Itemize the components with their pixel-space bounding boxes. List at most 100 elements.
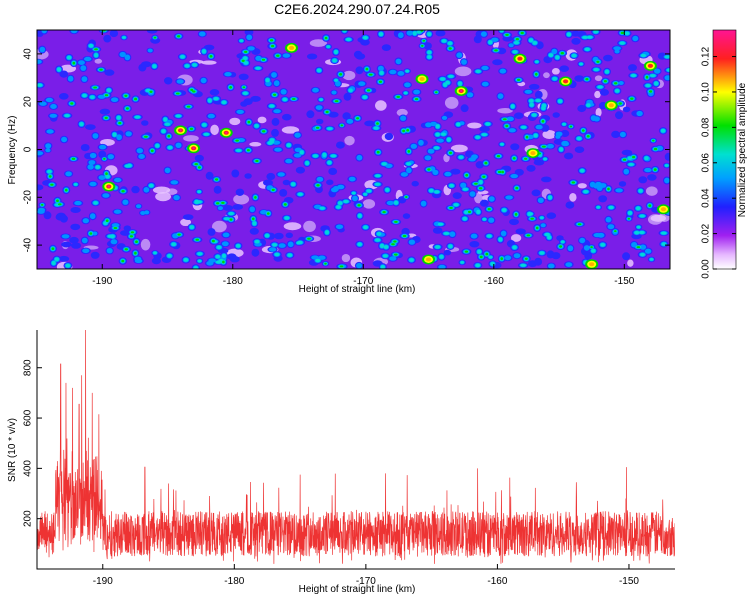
heatmap-speckle (496, 155, 501, 158)
heatmap-speckle (542, 145, 546, 148)
heatmap-low-patch (467, 122, 482, 129)
heatmap-speckle (331, 187, 338, 193)
heatmap-low-patch (396, 108, 408, 117)
heatmap-speckle (71, 157, 76, 160)
heatmap-speckle (534, 60, 539, 64)
heatmap-hotspot (585, 259, 599, 269)
heatmap-speckle (499, 30, 504, 33)
heatmap-speckle (661, 231, 667, 235)
heatmap-speckle (206, 261, 214, 266)
heatmap-speckle (239, 39, 244, 43)
heatmap-speckle (394, 220, 398, 223)
heatmap-x-tick-label: -170 (353, 276, 373, 287)
heatmap-speckle (114, 177, 122, 183)
heatmap-speckle (58, 255, 70, 262)
heatmap-speckle (376, 232, 382, 236)
heatmap-speckle (334, 49, 338, 55)
heatmap-speckle (508, 128, 516, 133)
heatmap-speckle (45, 143, 52, 149)
heatmap-speckle (134, 97, 138, 101)
heatmap-speckle (513, 41, 520, 45)
heatmap-y-tick-label: -20 (23, 190, 34, 205)
heatmap-speckle (520, 125, 527, 129)
heatmap-speckle (593, 30, 599, 34)
heatmap-speckle (254, 239, 260, 244)
heatmap-speckle (619, 131, 626, 138)
heatmap-speckle (394, 200, 399, 205)
heatmap-speckle (539, 251, 545, 255)
heatmap-speckle (535, 98, 541, 103)
heatmap-low-patch (94, 58, 103, 64)
heatmap-speckle (615, 188, 623, 193)
heatmap-speckle (203, 132, 210, 136)
heatmap-speckle (569, 125, 573, 128)
heatmap-speckle (99, 144, 107, 150)
heatmap-speckle (528, 38, 534, 43)
heatmap-speckle (482, 175, 486, 178)
heatmap-speckle (561, 142, 569, 147)
heatmap-speckle (59, 214, 68, 223)
heatmap-speckle (599, 89, 610, 96)
heatmap-speckle (517, 78, 521, 81)
heatmap-low-patch (303, 220, 316, 233)
heatmap-speckle (456, 122, 461, 127)
heatmap-speckle (113, 227, 118, 229)
heatmap-speckle (202, 123, 207, 127)
heatmap-speckle (473, 35, 482, 44)
heatmap-speckle (461, 59, 467, 65)
heatmap-speckle (184, 64, 190, 68)
heatmap-speckle (357, 204, 361, 207)
heatmap-speckle (424, 155, 432, 161)
heatmap-speckle (246, 34, 253, 41)
heatmap-hotspot (559, 76, 573, 87)
heatmap-speckle (509, 218, 519, 226)
heatmap-speckle (447, 41, 453, 46)
heatmap-speckle (579, 237, 586, 244)
heatmap-speckle (324, 36, 328, 40)
heatmap-speckle (450, 168, 461, 175)
heatmap-speckle (105, 172, 108, 176)
heatmap-low-patch (140, 238, 151, 251)
heatmap-speckle (61, 136, 68, 143)
heatmap-speckle (645, 75, 649, 79)
heatmap-speckle (70, 30, 78, 34)
heatmap-speckle (541, 176, 552, 183)
heatmap-speckle (520, 263, 526, 267)
heatmap-speckle (607, 187, 610, 191)
heatmap-speckle (228, 212, 234, 216)
heatmap-speckle (319, 206, 325, 210)
heatmap-speckle (252, 217, 255, 221)
heatmap-speckle (65, 263, 71, 268)
heatmap-speckle (529, 212, 533, 216)
heatmap-speckle (39, 46, 46, 53)
heatmap-speckle (335, 224, 344, 230)
heatmap-speckle (64, 114, 70, 118)
heatmap-speckle (614, 49, 620, 54)
heatmap-hotspot (102, 181, 116, 192)
heatmap-speckle (103, 221, 108, 226)
heatmap-speckle (183, 258, 189, 262)
heatmap-speckle (141, 61, 152, 68)
heatmap-speckle (105, 219, 109, 222)
heatmap-speckle (87, 164, 94, 170)
heatmap-speckle (318, 255, 326, 260)
heatmap-speckle (460, 261, 465, 264)
heatmap-speckle (294, 147, 302, 153)
heatmap-speckle (134, 251, 137, 255)
heatmap-speckle (197, 252, 203, 256)
heatmap-speckle (221, 201, 225, 204)
heatmap-speckle (427, 168, 431, 171)
heatmap-speckle (374, 182, 381, 186)
heatmap-speckle (375, 238, 381, 242)
heatmap-speckle (319, 98, 323, 101)
heatmap-speckle (70, 207, 81, 213)
heatmap-speckle (400, 115, 407, 121)
heatmap-speckle (524, 157, 528, 160)
heatmap-speckle (502, 35, 513, 42)
heatmap-speckle (151, 257, 161, 265)
heatmap-speckle (136, 204, 142, 209)
heatmap-speckle (660, 128, 666, 133)
heatmap-speckle (279, 189, 288, 197)
heatmap-speckle (177, 233, 181, 236)
heatmap-speckle (284, 216, 290, 220)
